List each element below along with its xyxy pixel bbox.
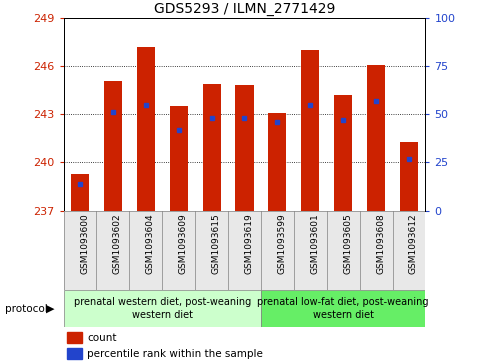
Bar (103, 81, 122, 211)
Title: GDS5293 / ILMN_2771429: GDS5293 / ILMN_2771429 (154, 2, 334, 16)
Bar (71, 174, 89, 211)
Text: GSM1093602: GSM1093602 (113, 213, 122, 274)
Text: prenatal low-fat diet, post-weaning
western diet: prenatal low-fat diet, post-weaning west… (257, 297, 428, 320)
Text: GSM1093619: GSM1093619 (244, 213, 253, 274)
Text: GSM1093605: GSM1093605 (343, 213, 351, 274)
Bar (399, 142, 417, 211)
Bar (202, 84, 220, 211)
Bar (137, 47, 155, 211)
Text: ▶: ▶ (46, 303, 55, 314)
Bar (169, 106, 187, 211)
Bar (333, 95, 351, 211)
Bar (261, 290, 425, 327)
Text: percentile rank within the sample: percentile rank within the sample (87, 349, 263, 359)
Text: GSM1093615: GSM1093615 (211, 213, 220, 274)
Bar (235, 85, 253, 211)
Text: protocol: protocol (5, 303, 47, 314)
Text: GSM1093604: GSM1093604 (145, 213, 155, 274)
Text: GSM1093608: GSM1093608 (375, 213, 384, 274)
Bar (301, 50, 319, 211)
Bar (366, 65, 385, 211)
Bar (268, 113, 286, 211)
Bar (67, 348, 81, 359)
Text: count: count (87, 333, 116, 343)
Text: GSM1093599: GSM1093599 (277, 213, 286, 274)
Bar (67, 332, 81, 343)
Text: GSM1093601: GSM1093601 (310, 213, 319, 274)
Bar (63, 290, 261, 327)
Text: GSM1093609: GSM1093609 (178, 213, 187, 274)
Text: GSM1093612: GSM1093612 (408, 213, 417, 274)
Text: GSM1093600: GSM1093600 (80, 213, 89, 274)
Text: prenatal western diet, post-weaning
western diet: prenatal western diet, post-weaning west… (74, 297, 250, 320)
